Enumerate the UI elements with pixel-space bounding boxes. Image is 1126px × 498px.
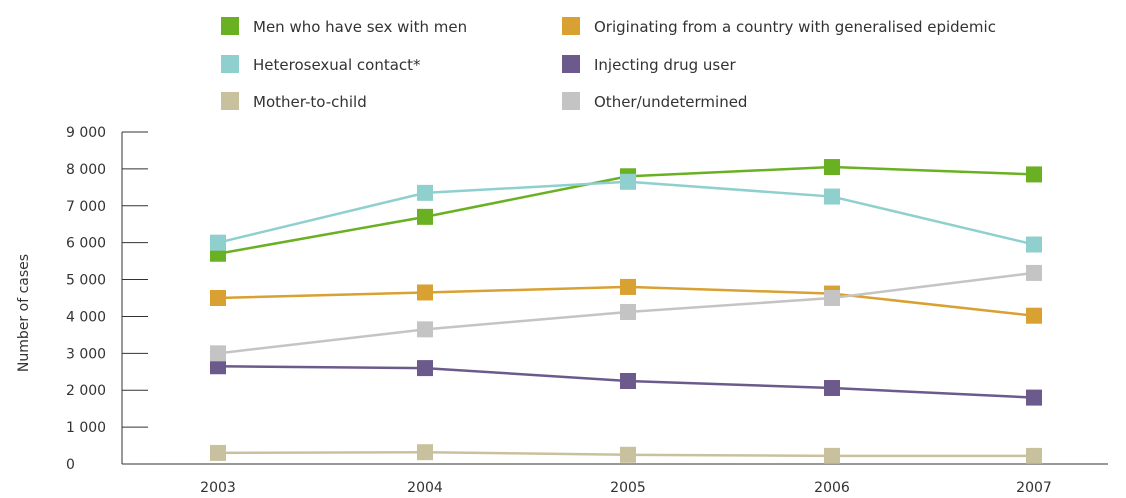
legend-item: Mother-to-child <box>221 92 367 111</box>
y-tick-label: 0 <box>66 457 75 473</box>
data-point-marker <box>620 304 636 321</box>
legend-swatch <box>221 92 239 110</box>
y-tick-label: 6 000 <box>66 236 106 252</box>
series-group <box>210 358 1042 406</box>
legend-label: Heterosexual contact* <box>253 56 421 74</box>
x-tick-label: 2003 <box>200 480 236 496</box>
legend-item: Injecting drug user <box>562 55 736 74</box>
data-point-marker <box>620 173 636 190</box>
data-point-marker <box>824 447 840 464</box>
legend-label: Men who have sex with men <box>253 18 467 36</box>
data-point-marker <box>417 184 433 201</box>
data-point-marker <box>1026 236 1042 253</box>
data-point-marker <box>620 446 636 463</box>
data-point-marker <box>210 234 226 251</box>
series-layer <box>210 159 1042 464</box>
legend-label: Injecting drug user <box>594 56 736 74</box>
y-tick-label: 5 000 <box>66 273 106 289</box>
legend-swatch <box>562 55 580 73</box>
data-point-marker <box>620 373 636 389</box>
data-point-marker <box>210 345 226 362</box>
data-point-marker <box>210 444 226 461</box>
data-point-marker <box>210 290 226 306</box>
x-tick-label: 2005 <box>610 480 646 496</box>
x-tick-label: 2006 <box>814 480 850 496</box>
data-point-marker <box>824 380 840 397</box>
legend-swatch <box>221 17 239 35</box>
legend-label: Other/undetermined <box>594 93 747 111</box>
data-point-marker <box>417 321 433 338</box>
legend-label: Originating from a country with generali… <box>594 18 996 36</box>
legend-swatch <box>221 55 239 73</box>
data-point-marker <box>1026 447 1042 464</box>
y-tick-label: 7 000 <box>66 199 106 215</box>
data-point-marker <box>824 290 840 306</box>
y-tick-label: 9 000 <box>66 125 106 141</box>
legend-item: Other/undetermined <box>562 92 747 111</box>
data-point-marker <box>417 444 433 461</box>
y-tick-label: 3 000 <box>66 346 106 362</box>
series-group <box>210 444 1042 464</box>
data-point-marker <box>1026 389 1042 406</box>
legend: Men who have sex with men Originating fro… <box>221 17 996 111</box>
y-tick-label: 1 000 <box>66 420 106 436</box>
legend-item: Men who have sex with men <box>221 17 467 36</box>
legend-label: Mother-to-child <box>253 93 367 111</box>
data-point-marker <box>824 188 840 205</box>
y-tick-label: 4 000 <box>66 309 106 325</box>
y-tick-label: 8 000 <box>66 162 106 178</box>
data-point-marker <box>1026 166 1042 183</box>
data-point-marker <box>1026 264 1042 281</box>
legend-swatch <box>562 17 580 35</box>
y-axis-title: Number of cases <box>16 254 32 372</box>
y-tick-label: 2 000 <box>66 383 106 399</box>
series-group <box>210 173 1042 253</box>
data-point-marker <box>417 208 433 225</box>
data-point-marker <box>824 159 840 176</box>
data-point-marker <box>620 278 636 295</box>
legend-swatch <box>562 92 580 110</box>
x-tick-label: 2004 <box>407 480 443 496</box>
series-group <box>210 264 1042 362</box>
legend-item: Originating from a country with generali… <box>562 17 996 36</box>
data-point-marker <box>1026 307 1042 324</box>
data-point-marker <box>417 284 433 301</box>
data-point-marker <box>417 360 433 377</box>
axes: 0 1 000 2 000 3 000 4 000 5 000 6 000 7 000 8 00… <box>66 125 1108 496</box>
x-tick-label: 2007 <box>1016 480 1052 496</box>
legend-item: Heterosexual contact* <box>221 55 421 74</box>
series-line <box>217 180 1035 246</box>
data-point-marker <box>210 358 226 375</box>
